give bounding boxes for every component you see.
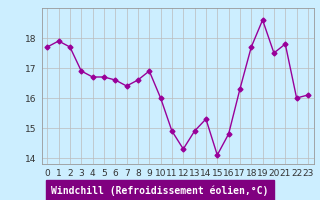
Text: Windchill (Refroidissement éolien,°C): Windchill (Refroidissement éolien,°C): [51, 186, 269, 196]
